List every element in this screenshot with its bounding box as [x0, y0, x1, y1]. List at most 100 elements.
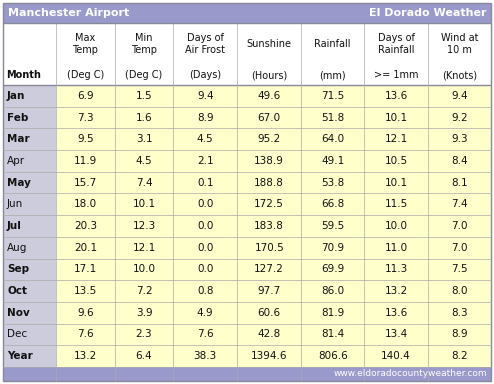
Text: 9.4: 9.4 [451, 91, 468, 101]
Bar [301, 345, 364, 367]
Text: Wind at
10 m: Wind at 10 m [441, 33, 478, 55]
Text: 86.0: 86.0 [321, 286, 344, 296]
Bar [115, 107, 173, 128]
Text: 7.0: 7.0 [452, 221, 468, 231]
Bar [115, 324, 173, 345]
Text: (Knots): (Knots) [442, 70, 477, 80]
Bar [3, 280, 56, 302]
Text: 3.1: 3.1 [136, 134, 152, 144]
Text: 11.9: 11.9 [74, 156, 97, 166]
Text: Jan: Jan [7, 91, 25, 101]
Bar [115, 258, 173, 280]
Text: 1.5: 1.5 [136, 91, 152, 101]
Bar [3, 302, 56, 324]
Text: 4.9: 4.9 [197, 308, 213, 318]
Text: Sep: Sep [7, 265, 29, 275]
Text: 12.1: 12.1 [384, 134, 408, 144]
Text: 97.7: 97.7 [257, 286, 281, 296]
Text: 0.8: 0.8 [197, 286, 213, 296]
Bar [237, 194, 301, 215]
Text: 6.4: 6.4 [136, 351, 152, 361]
Text: 13.6: 13.6 [384, 91, 408, 101]
Bar [428, 85, 491, 107]
Bar [364, 345, 428, 367]
Text: 7.6: 7.6 [197, 329, 213, 339]
Bar [173, 215, 237, 237]
Bar [301, 324, 364, 345]
Bar [3, 367, 491, 381]
Text: 71.5: 71.5 [321, 91, 344, 101]
Text: 6.9: 6.9 [77, 91, 94, 101]
Text: 69.9: 69.9 [321, 265, 344, 275]
Text: 70.9: 70.9 [321, 243, 344, 253]
Bar [237, 280, 301, 302]
Text: Max
Temp: Max Temp [73, 33, 98, 55]
Bar [428, 302, 491, 324]
Text: 170.5: 170.5 [254, 243, 284, 253]
Text: 4.5: 4.5 [197, 134, 213, 144]
Text: 0.0: 0.0 [197, 221, 213, 231]
Text: (mm): (mm) [319, 70, 346, 80]
Text: 183.8: 183.8 [254, 221, 284, 231]
Bar [301, 194, 364, 215]
Bar [115, 172, 173, 194]
Bar [115, 194, 173, 215]
Bar [173, 128, 237, 150]
Text: 10.1: 10.1 [384, 113, 408, 122]
Bar [428, 215, 491, 237]
Text: Month: Month [6, 70, 41, 80]
Text: 1394.6: 1394.6 [251, 351, 288, 361]
Text: 9.5: 9.5 [77, 134, 94, 144]
Bar [115, 215, 173, 237]
Text: 0.1: 0.1 [197, 178, 213, 188]
Bar [301, 107, 364, 128]
Text: Feb: Feb [7, 113, 28, 122]
Text: 66.8: 66.8 [321, 199, 344, 209]
Text: Rainfall: Rainfall [314, 39, 351, 49]
Bar [173, 280, 237, 302]
Text: 4.5: 4.5 [136, 156, 152, 166]
Bar [173, 237, 237, 258]
Bar [115, 85, 173, 107]
Bar [237, 107, 301, 128]
Text: 138.9: 138.9 [254, 156, 284, 166]
Text: 95.2: 95.2 [257, 134, 281, 144]
Bar [364, 258, 428, 280]
Bar [428, 194, 491, 215]
Bar [56, 85, 115, 107]
Bar [56, 150, 115, 172]
Bar [173, 194, 237, 215]
Text: 59.5: 59.5 [321, 221, 344, 231]
Text: 9.4: 9.4 [197, 91, 213, 101]
Bar [301, 215, 364, 237]
Text: Nov: Nov [7, 308, 30, 318]
Bar [364, 172, 428, 194]
Text: 8.2: 8.2 [451, 351, 468, 361]
Bar [301, 280, 364, 302]
Bar [301, 150, 364, 172]
Text: www.eldoradocountyweather.com: www.eldoradocountyweather.com [333, 369, 487, 379]
Text: Aug: Aug [7, 243, 27, 253]
Bar [237, 215, 301, 237]
Bar [3, 107, 56, 128]
Bar [173, 150, 237, 172]
Text: Apr: Apr [7, 156, 25, 166]
Text: 13.5: 13.5 [74, 286, 97, 296]
Text: 81.9: 81.9 [321, 308, 344, 318]
Text: 2.1: 2.1 [197, 156, 213, 166]
Text: 2.3: 2.3 [136, 329, 152, 339]
Bar [237, 128, 301, 150]
Bar [56, 172, 115, 194]
Text: 20.1: 20.1 [74, 243, 97, 253]
Text: Year: Year [7, 351, 33, 361]
Text: 10.0: 10.0 [132, 265, 156, 275]
Bar [173, 302, 237, 324]
Text: 11.3: 11.3 [384, 265, 408, 275]
Text: 0.0: 0.0 [197, 265, 213, 275]
Bar [301, 302, 364, 324]
Bar [115, 302, 173, 324]
Text: 10.1: 10.1 [132, 199, 156, 209]
Bar [237, 345, 301, 367]
Bar [115, 150, 173, 172]
Bar [428, 324, 491, 345]
